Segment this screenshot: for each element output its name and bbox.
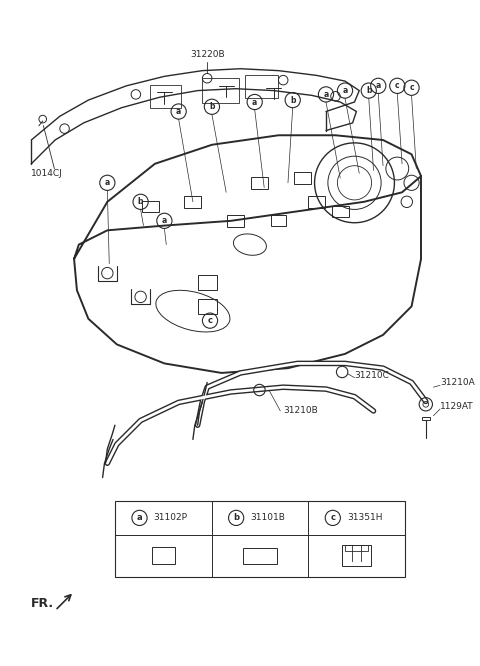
Bar [251, 177, 268, 188]
Text: b: b [209, 103, 215, 111]
Text: 31210C: 31210C [355, 371, 389, 380]
Text: a: a [105, 178, 110, 187]
Text: b: b [290, 96, 296, 105]
Bar [184, 196, 202, 208]
Text: b: b [233, 513, 239, 522]
Bar [198, 275, 216, 290]
Text: FR.: FR. [31, 597, 54, 611]
Bar [150, 85, 180, 108]
Bar [115, 501, 405, 577]
Bar [198, 299, 216, 314]
Text: c: c [395, 81, 399, 91]
Text: a: a [376, 81, 381, 91]
Text: 31351H: 31351H [347, 513, 383, 522]
Text: c: c [409, 83, 414, 93]
Text: 31210A: 31210A [440, 378, 475, 387]
Bar [345, 545, 368, 551]
Bar [245, 75, 278, 98]
Bar [271, 215, 286, 226]
Bar [142, 201, 159, 212]
Text: c: c [330, 513, 336, 522]
Text: 1014CJ: 1014CJ [31, 168, 63, 178]
Text: 31210B: 31210B [283, 406, 318, 416]
Text: a: a [324, 90, 329, 99]
Bar [203, 78, 239, 103]
Text: a: a [176, 107, 181, 116]
Text: b: b [366, 86, 372, 95]
Text: 31102P: 31102P [154, 513, 188, 522]
Bar [294, 172, 311, 184]
Bar [342, 545, 371, 566]
Text: c: c [207, 316, 213, 325]
Text: 1129AT: 1129AT [440, 402, 474, 411]
Text: a: a [137, 513, 143, 522]
Text: a: a [342, 86, 348, 95]
Text: b: b [138, 197, 144, 206]
Text: a: a [252, 97, 257, 107]
Bar [308, 196, 325, 208]
Text: 31101B: 31101B [251, 513, 285, 522]
Text: 31220B: 31220B [190, 50, 225, 59]
Text: a: a [162, 216, 167, 225]
Bar [332, 206, 349, 217]
Bar [227, 215, 244, 226]
Bar [422, 417, 430, 420]
